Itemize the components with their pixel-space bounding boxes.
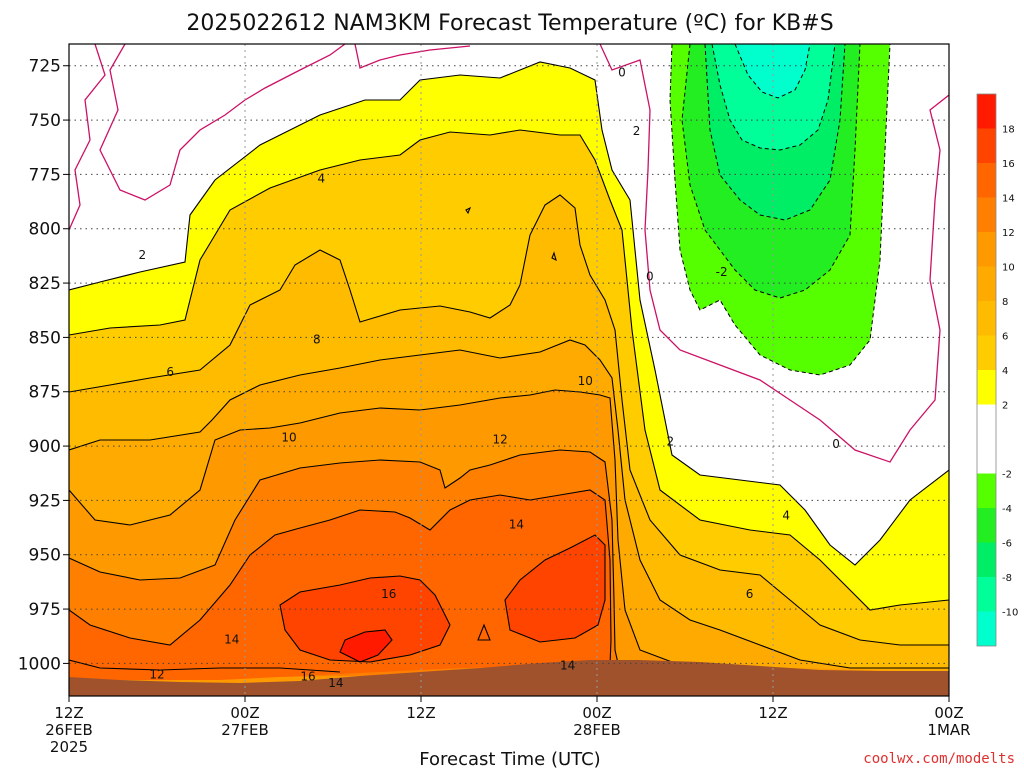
contour-label: 6: [166, 365, 174, 379]
colorbar-swatch: [977, 611, 996, 646]
y-tick-label: 1000: [18, 654, 61, 674]
colorbar-swatch: [977, 404, 996, 474]
colorbar-tick-label: 16: [1002, 159, 1015, 170]
contour-label: 14: [509, 517, 524, 531]
y-tick-label: 725: [29, 57, 61, 77]
y-tick-label: 750: [29, 111, 61, 131]
contour-label: 14: [224, 632, 239, 646]
colorbar-tick-label: -6: [1002, 539, 1012, 550]
x-tick-label: 12Z: [54, 704, 83, 722]
x-tick-label: 2025: [50, 738, 88, 756]
colorbar-tick-label: 12: [1002, 228, 1015, 239]
x-tick-label: 26FEB: [45, 721, 92, 739]
x-tick-label: 00Z: [582, 704, 611, 722]
contour-label: 8: [313, 333, 321, 347]
contour-label: 6: [746, 587, 754, 601]
contour-label: 14: [560, 659, 575, 673]
colorbar-tick-label: -2: [1002, 470, 1012, 481]
colorbar-tick-label: 2: [1002, 401, 1008, 412]
colorbar-frame: [976, 93, 997, 647]
isotherm-lines: [69, 61, 949, 673]
colorbar-swatch: [977, 473, 996, 508]
x-tick-label: 12Z: [758, 704, 787, 722]
colorbar-swatch: [977, 301, 996, 336]
x-tick-label: 1MAR: [927, 721, 970, 739]
contour-label: 16: [381, 587, 396, 601]
x-tick-label: 00Z: [934, 704, 963, 722]
colorbar-swatch: [977, 508, 996, 543]
colorbar-swatch: [977, 94, 996, 129]
subfreezing-dashed-lines: [669, 44, 891, 376]
colorbar-tick-label: 4: [1002, 366, 1008, 377]
band-fill-minus10-minus12: [735, 44, 810, 98]
colorbar-tick-label: -8: [1002, 573, 1012, 584]
x-tick-label: 12Z: [406, 704, 435, 722]
contour-label: 2: [633, 124, 641, 138]
y-tick-label: 925: [29, 491, 61, 511]
colorbar-tick-label: -4: [1002, 504, 1012, 515]
colorbar-swatch: [977, 335, 996, 370]
contour-label: 0: [832, 437, 840, 451]
contour-label: 0: [646, 270, 654, 284]
chart-title: 2025022612 NAM3KM Forecast Temperature (…: [186, 11, 833, 36]
colorbar-swatch: [977, 542, 996, 577]
colorbar-swatch: [977, 577, 996, 612]
y-axis: 725 750 775 800 825 850 875 900 925 950 975 1000: [18, 57, 69, 674]
gridlines: [69, 44, 949, 696]
colorbar-swatch: [977, 232, 996, 267]
contour-label: 2: [667, 435, 675, 449]
contour-label: 14: [328, 676, 343, 690]
credit-text: coolwx.com/modelts: [863, 751, 1015, 767]
contour-label: 0: [618, 65, 626, 79]
contour-label: -2: [716, 265, 728, 279]
plot-area: 2 4 6 8 10 12 14 16 14 12 16 14 14 10 0 2 0 -2 2 4 6 0: [69, 44, 949, 696]
y-tick-label: 950: [29, 546, 61, 566]
colorbar-tick-label: 6: [1002, 332, 1008, 343]
x-tick-label: 28FEB: [573, 721, 620, 739]
contour-label: 4: [782, 509, 790, 523]
contour-label: 10: [578, 374, 593, 388]
contour-label: 10: [281, 430, 296, 444]
colorbar-swatch: [977, 128, 996, 163]
colorbar-swatch: [977, 197, 996, 232]
colorbar-tick-label: 18: [1002, 125, 1015, 136]
contour-label: 16: [300, 669, 315, 683]
freezing-line: [69, 44, 949, 463]
contour-labels: 2 4 6 8 10 12 14 16 14 12 16 14 14 10 0 2 0 -2 2 4 6 0: [139, 65, 840, 690]
contour-label: 4: [317, 172, 325, 186]
colorbar-swatch: [977, 266, 996, 301]
y-tick-label: 900: [29, 437, 61, 457]
plot-frame: [68, 43, 950, 697]
y-tick-label: 775: [29, 165, 61, 185]
x-axis-label: Forecast Time (UTC): [419, 749, 600, 768]
contour-label: 2: [139, 248, 147, 262]
y-tick-label: 850: [29, 328, 61, 348]
y-tick-label: 800: [29, 220, 61, 240]
x-tick-label: 27FEB: [221, 721, 268, 739]
colorbar-tick-label: -10: [1002, 608, 1018, 619]
contour-label: 12: [149, 667, 164, 681]
ground-fill: [69, 660, 949, 696]
band-fill-16-18: [280, 535, 605, 662]
colorbar-swatch: [977, 370, 996, 405]
colorbar-tick-label: 14: [1002, 194, 1015, 205]
band-fill-18-20: [340, 630, 392, 662]
colorbar: 18 16 14 12 10 8 6 4 2 -2 -4 -6 -8 -10: [976, 93, 1018, 647]
colorbar-swatch: [977, 163, 996, 198]
y-tick-label: 825: [29, 274, 61, 294]
colorbar-tick-label: 8: [1002, 297, 1008, 308]
x-tick-label: 00Z: [230, 704, 259, 722]
colorbar-tick-label: 10: [1002, 263, 1015, 274]
contour-label: 12: [493, 433, 508, 447]
y-tick-label: 975: [29, 600, 61, 620]
y-tick-label: 875: [29, 383, 61, 403]
